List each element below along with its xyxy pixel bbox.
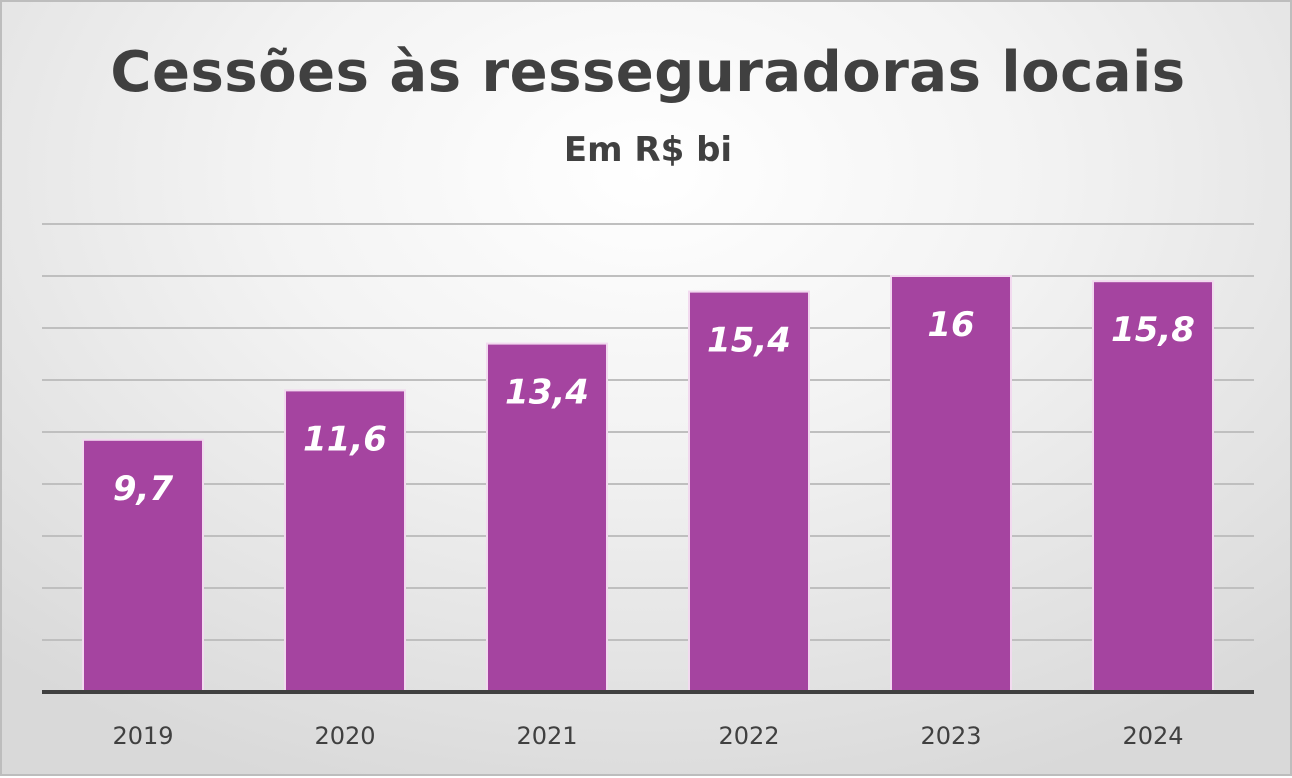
data-label: 11,6 [303,419,387,459]
data-label: 15,4 [707,321,791,361]
data-label: 16 [927,305,974,345]
bar [486,342,608,693]
x-tick-label: 2022 [718,722,779,750]
bar [82,438,204,693]
x-tick-label: 2023 [920,722,981,750]
data-label: 13,4 [505,373,589,413]
x-tick-label: 2021 [516,722,577,750]
data-label: 15,8 [1111,310,1195,350]
bar [284,389,406,693]
chart-subtitle: Em R$ bi [563,130,733,170]
x-tick-label: 2019 [112,722,173,750]
data-label: 9,7 [113,469,174,509]
chart-title: Cessões às resseguradoras locais [110,40,1186,105]
x-tick-label: 2024 [1122,722,1183,750]
bar [688,290,810,693]
bar [1092,280,1214,693]
x-tick-label: 2020 [314,722,375,750]
